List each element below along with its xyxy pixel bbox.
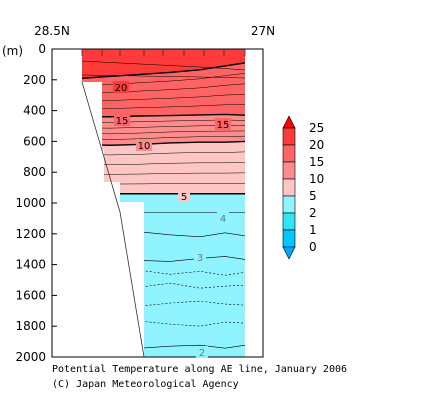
y-tick-label: 1200 [15,227,46,241]
isotherm-minor [82,151,245,156]
credit-line: (C) Japan Meteorological Agency [52,379,239,390]
band-5-10 [82,141,245,194]
contour-label-bg [114,114,130,126]
colorbar-tick-label: 25 [309,121,324,135]
colorbar-tick-label: 20 [309,138,324,152]
colorbar-bottom-arrow [282,246,296,260]
colorbar-tick-label: 2 [309,206,317,220]
isotherm-15 [82,113,245,118]
contour-labels: 20 15 15 10 5 4 3 2 [113,81,231,359]
colorbar-tick-label: 5 [309,189,317,203]
station-ticks [81,49,246,56]
colorbar-tick-label: 0 [309,240,317,254]
isotherm-minor [82,74,245,79]
isotherm-minor [82,104,245,110]
isotherm-minor [82,172,245,175]
y-tick-label: 800 [23,165,46,179]
y-tick-label: 600 [23,134,46,148]
isotherm-minor [82,73,245,87]
isotherm-minor [82,130,245,135]
isotherm-minor [82,162,245,165]
colorbar-tick-label: 15 [309,155,324,169]
contour-label-bg [196,346,208,358]
contour-label-bg [178,190,190,202]
colorbar-swatch [282,195,296,214]
isotherm-minor [82,94,245,102]
contour-label-bg [136,139,152,151]
isotherm-minor [82,83,245,94]
contour-label-10: 10 [138,141,151,152]
contour-label-5: 5 [181,192,187,203]
bottom-topography-line [81,81,145,358]
contour-label-2: 2 [199,348,205,359]
contour-label-15-right: 15 [217,120,230,131]
colorbar-swatch [282,144,296,163]
isotherm-minor [82,135,245,140]
y-tick-label: 200 [23,73,46,87]
contour-label-4: 4 [220,214,226,225]
colorbar-swatch [282,212,296,231]
colorbar-swatch [282,161,296,180]
y-tick-label: 1000 [15,196,46,210]
y-unit-label: (m) [2,44,23,58]
y-axis: 0 200 400 600 800 1000 1200 1400 1600 1800 2000 [15,42,57,364]
colorbar-swatch [282,127,296,146]
band-above-20 [82,49,245,79]
y-tick-label: 1400 [15,258,46,272]
isotherm-minor [82,60,245,71]
contour-label-bg [217,212,229,224]
y-tick-label: 400 [23,104,46,118]
contour-label-bg [113,81,129,93]
contour-label-bg [215,118,231,130]
colorbar-swatch [282,178,296,197]
y-tick-label: 1600 [15,288,46,302]
colorbar-swatch [282,229,296,248]
x-tick-label-right: 27N [251,24,275,38]
isotherm-10 [82,140,245,146]
colorbar-top-arrow [282,115,296,129]
isotherm-20 [82,62,245,79]
contour-label-3: 3 [197,253,203,264]
contour-label-bg [194,251,206,263]
y-tick-label: 2000 [15,350,46,364]
colorbar-tick-label: 10 [309,172,324,186]
y-tick-label: 0 [38,42,46,56]
contour-label-20: 20 [115,83,128,94]
contour-label-15-left: 15 [116,116,129,127]
x-tick-label-left: 28.5N [34,24,70,38]
y-tick-label: 1800 [15,319,46,333]
colorbar-tick-label: 1 [309,223,317,237]
chart-title: Potential Temperature along AE line, Jan… [52,364,347,375]
